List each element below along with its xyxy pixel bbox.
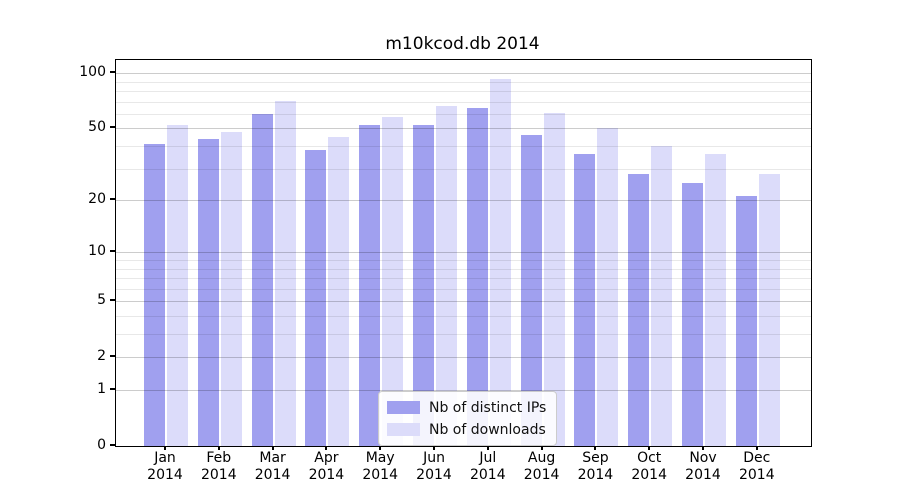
y-tick-mark <box>110 250 115 253</box>
bar-downloads <box>274 100 296 446</box>
x-tick-label: Jun 2014 <box>416 450 452 483</box>
x-tick-mark <box>755 446 758 450</box>
y-tick-label: 0 <box>97 437 106 453</box>
x-tick-mark <box>164 446 166 450</box>
y-tick-mark <box>110 355 115 358</box>
x-tick-mark <box>486 446 489 450</box>
bar-distinct-ips <box>144 144 165 446</box>
bar-distinct-ips <box>413 125 434 446</box>
x-tick-label: Jan 2014 <box>147 450 183 483</box>
bar-downloads <box>328 136 350 446</box>
bar-downloads <box>597 128 619 446</box>
bar-downloads <box>651 146 673 446</box>
x-tick-label: Nov 2014 <box>685 450 721 483</box>
x-tick-label: Oct 2014 <box>631 450 667 483</box>
x-tick-mark <box>271 446 274 450</box>
y-tick-mark <box>110 71 115 74</box>
bar-distinct-ips <box>682 182 703 446</box>
y-tick-label: 20 <box>88 191 106 208</box>
bar-distinct-ips <box>628 174 650 446</box>
legend-label: Nb of distinct IPs <box>429 399 547 416</box>
bar-downloads <box>167 125 188 446</box>
y-tick-mark <box>110 444 115 446</box>
y-tick-label: 10 <box>88 243 106 260</box>
chart-title: m10kcod.db 2014 <box>385 34 540 54</box>
x-tick-label: Feb 2014 <box>200 450 237 483</box>
x-tick-mark <box>540 446 543 450</box>
y-tick-label: 5 <box>97 292 106 309</box>
bar-distinct-ips <box>735 196 757 446</box>
legend-item-downloads: Nb of downloads <box>387 420 546 439</box>
x-tick-mark <box>433 446 435 450</box>
bar-distinct-ips <box>197 138 219 446</box>
bar-downloads <box>220 131 242 446</box>
bar-downloads <box>489 79 511 446</box>
x-tick-label: Dec 2014 <box>738 450 775 483</box>
x-tick-mark <box>648 446 651 450</box>
bar-downloads <box>543 112 565 446</box>
bar-distinct-ips <box>359 125 381 446</box>
bar-distinct-ips <box>251 113 273 446</box>
x-tick-label: May 2014 <box>362 450 398 483</box>
y-tick-label: 50 <box>88 119 106 136</box>
bar-distinct-ips <box>574 154 596 446</box>
bars-layer <box>116 60 811 446</box>
x-tick-label: Jul 2014 <box>469 450 506 483</box>
legend-swatch <box>387 401 420 414</box>
plot-area: Nb of distinct IPs Nb of downloads <box>115 59 812 447</box>
y-tick-mark <box>110 299 115 302</box>
x-tick-mark <box>325 446 328 450</box>
legend-swatch <box>387 423 420 436</box>
bar-distinct-ips <box>466 107 488 446</box>
bar-downloads <box>758 174 780 446</box>
legend-item-distinct-ips: Nb of distinct IPs <box>387 398 546 417</box>
x-tick-mark <box>702 446 704 450</box>
bar-distinct-ips <box>305 150 327 446</box>
y-tick-label: 1 <box>97 381 106 397</box>
x-tick-mark <box>379 446 382 450</box>
y-tick-mark <box>110 388 115 390</box>
legend-label: Nb of downloads <box>429 421 546 438</box>
bar-distinct-ips <box>520 135 542 446</box>
y-tick-label: 2 <box>97 348 106 365</box>
y-tick-label: 100 <box>79 64 106 81</box>
x-tick-label: Apr 2014 <box>308 450 345 483</box>
bar-downloads <box>705 154 726 446</box>
y-tick-mark <box>110 198 115 201</box>
x-tick-mark <box>217 446 220 450</box>
bar-downloads <box>382 116 404 446</box>
legend: Nb of distinct IPs Nb of downloads <box>378 391 558 446</box>
x-tick-mark <box>594 446 597 450</box>
x-tick-label: Aug 2014 <box>523 450 560 483</box>
x-tick-label: Sep 2014 <box>577 450 614 483</box>
bar-downloads <box>436 106 457 446</box>
x-tick-label: Mar 2014 <box>254 450 291 483</box>
y-tick-mark <box>110 126 115 129</box>
